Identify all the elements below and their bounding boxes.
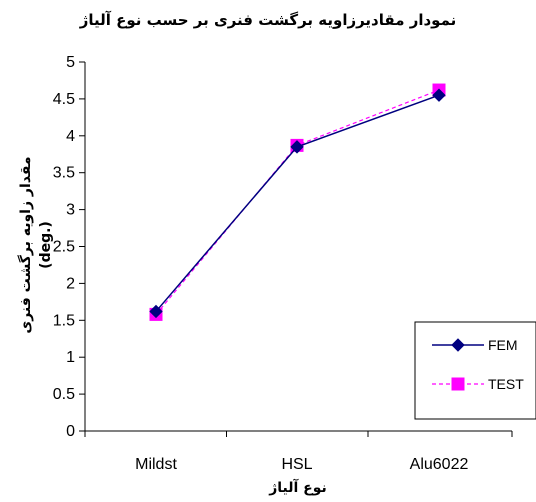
y-axis-title-line2: (deg.) <box>38 221 54 269</box>
y-tick-label: 3 <box>66 202 75 219</box>
y-tick-label: 2 <box>66 275 75 292</box>
y-tick-label: 4 <box>66 128 75 145</box>
legend-label: TEST <box>488 376 524 392</box>
series-line-fem <box>156 95 439 311</box>
y-tick-label: 1 <box>66 349 75 366</box>
series-fem <box>150 89 445 317</box>
y-tick-label: 2.5 <box>53 239 75 256</box>
x-axis-ticks: Mildst HSL Alu6022 <box>85 431 512 473</box>
series-test <box>150 84 445 320</box>
y-tick-label: 0.5 <box>53 386 75 403</box>
x-tick-label: HSL <box>281 456 312 473</box>
y-axis-ticks: 0 0.5 1 1.5 2 2.5 3 3.5 4 4.5 5 <box>53 54 85 440</box>
y-axis-title: مقدار زاویه برگشت فنری (deg.) <box>17 156 54 333</box>
legend: FEM TEST <box>415 322 536 419</box>
x-tick-label: Mildst <box>135 456 177 473</box>
y-tick-label: 5 <box>66 54 75 71</box>
chart-title: نمودار مقادیرزاویه برگشت فنری بر حسب نوع… <box>79 11 457 29</box>
x-axis-title: نوع آلیاژ <box>268 478 327 496</box>
y-tick-label: 0 <box>66 423 75 440</box>
y-tick-label: 3.5 <box>53 165 75 182</box>
legend-box <box>415 322 536 419</box>
legend-marker <box>452 378 464 390</box>
y-axis-title-line1: مقدار زاویه برگشت فنری <box>17 156 34 333</box>
x-tick-label: Alu6022 <box>410 456 469 473</box>
series-layer <box>150 84 445 320</box>
legend-label: FEM <box>488 337 518 353</box>
y-tick-label: 4.5 <box>53 91 75 108</box>
y-tick-label: 1.5 <box>53 312 75 329</box>
series-line-test <box>156 90 439 314</box>
